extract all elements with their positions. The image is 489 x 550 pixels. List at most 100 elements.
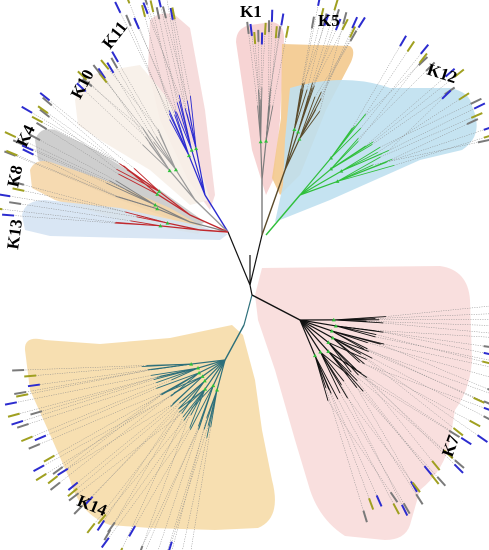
leaf-label-mark xyxy=(411,481,421,493)
leaf-branch-k7 xyxy=(335,325,376,338)
leaf-line-k7 xyxy=(363,348,489,394)
leaf-line-k1 xyxy=(269,32,280,93)
leaf-line-k11 xyxy=(143,10,170,111)
leaf-line-k7 xyxy=(355,369,449,455)
leaf-label-mark xyxy=(114,1,122,14)
clade-branch-k7 xyxy=(299,319,336,327)
leaf-label-mark xyxy=(97,67,107,79)
leaf-line-k11 xyxy=(117,7,170,114)
leaf-label-mark xyxy=(454,459,465,469)
leaf-line-k12 xyxy=(365,72,451,147)
leaf-label-mark xyxy=(43,454,55,463)
clade-branch-k11 xyxy=(188,155,206,196)
clade-branch-k7 xyxy=(299,319,332,332)
leaf-branch-k12 xyxy=(330,143,373,170)
leaf-branch-k4 xyxy=(126,169,160,192)
leaf-line-k7 xyxy=(366,359,459,432)
leaf-label-mark xyxy=(33,464,45,473)
leaf-branch-k5 xyxy=(298,96,316,140)
leaf-branch-k7 xyxy=(332,337,369,352)
tree-branches xyxy=(106,82,395,438)
leaf-line-k1 xyxy=(260,38,263,100)
leaf-label-mark xyxy=(483,351,489,357)
leaf-line-k7 xyxy=(372,358,489,420)
leaf-line-k12 xyxy=(391,121,473,160)
leaf-label-mark xyxy=(444,67,456,78)
leaf-line-k14 xyxy=(52,392,164,480)
node-marker xyxy=(339,169,344,173)
leaf-branch-k7 xyxy=(332,337,365,365)
leaf-branch-k10 xyxy=(147,129,177,171)
leaf-label-mark xyxy=(441,89,452,100)
leaf-line-k13 xyxy=(15,202,131,222)
leaf-branch-k8 xyxy=(118,196,158,210)
leaf-label-mark xyxy=(171,7,176,20)
leaf-branch-k14 xyxy=(198,385,214,429)
leaf-branch-k10 xyxy=(142,127,171,171)
leaf-label-mark xyxy=(67,487,78,498)
leaf-label-mark xyxy=(16,423,29,429)
leaf-label-mark xyxy=(410,480,418,493)
leaf-label-mark xyxy=(319,7,325,21)
leaf-branch-k12 xyxy=(341,153,383,172)
leaf-label-mark xyxy=(21,144,34,152)
leaf-branch-k12 xyxy=(341,151,378,172)
leaf-label-mark xyxy=(39,92,51,102)
leaf-label-mark xyxy=(277,26,282,39)
leaf-branch-k5 xyxy=(298,91,322,140)
leaf-label-mark xyxy=(37,105,49,114)
leaf-line-k5 xyxy=(303,19,327,83)
clade-branch-k12 xyxy=(299,170,342,196)
trunk-branch xyxy=(227,231,251,286)
leaf-branch-k7 xyxy=(327,351,358,382)
leaf-line-k1 xyxy=(272,31,288,106)
leaf-branch-k12 xyxy=(330,127,362,159)
leaf-label-mark xyxy=(141,4,146,18)
leaf-line-k10 xyxy=(101,73,150,144)
leaf-line-k7 xyxy=(385,305,489,317)
clade-label-k1: K1 xyxy=(240,2,262,21)
node-marker xyxy=(331,317,336,322)
leaf-line-k5 xyxy=(315,22,355,110)
leaf-branch-k11 xyxy=(178,94,193,151)
leaf-label-mark xyxy=(341,18,349,31)
leaf-line-k11 xyxy=(171,13,189,109)
leaf-label-mark xyxy=(22,148,34,156)
leaf-label-mark xyxy=(161,6,167,19)
clade-label-k13: K13 xyxy=(3,218,26,251)
leaf-line-k7 xyxy=(350,371,460,465)
leaf-label-mark xyxy=(351,16,359,29)
leaf-branch-k12 xyxy=(330,138,359,170)
leaf-label-mark xyxy=(458,92,470,101)
clade-branch-k11 xyxy=(195,148,206,196)
leaf-label-mark xyxy=(52,466,64,475)
clade-label-k5: K5 xyxy=(318,11,340,30)
leaf-line-k11 xyxy=(157,13,178,103)
leaf-label-mark xyxy=(31,115,44,124)
node-marker xyxy=(157,189,162,193)
leaf-line-k8 xyxy=(18,142,126,190)
clade-branch-k4 xyxy=(158,190,191,216)
leaf-label-mark xyxy=(14,390,27,396)
leaf-branch-k1 xyxy=(265,88,271,142)
leaf-label-mark xyxy=(2,213,15,217)
leaf-label-mark xyxy=(423,465,433,477)
leaf-label-mark xyxy=(389,491,399,503)
leaf-label-mark xyxy=(42,96,53,107)
leaf-label-mark xyxy=(68,492,80,502)
leaf-line-k7 xyxy=(380,343,489,390)
leaf-line-k10 xyxy=(110,67,149,131)
leaf-branch-k5 xyxy=(297,87,313,133)
leaf-label-mark xyxy=(483,415,489,423)
node-marker xyxy=(158,223,163,228)
leaf-label-mark xyxy=(399,35,407,47)
leaf-line-k12 xyxy=(377,96,465,153)
leaf-label-mark xyxy=(249,23,253,37)
clade-branch-k7 xyxy=(299,319,321,353)
leaf-label-mark xyxy=(323,14,330,27)
leaf-label-mark xyxy=(257,29,260,42)
leaf-line-k5 xyxy=(314,14,338,86)
clade-branch-k14 xyxy=(191,359,226,365)
leaf-branch-k8 xyxy=(109,180,156,206)
leaf-label-mark xyxy=(12,369,25,372)
